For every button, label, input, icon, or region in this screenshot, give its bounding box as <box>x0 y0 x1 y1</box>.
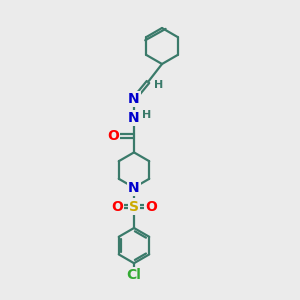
Text: O: O <box>107 129 119 143</box>
Text: S: S <box>129 200 139 214</box>
Text: Cl: Cl <box>127 268 141 282</box>
Text: O: O <box>111 200 123 214</box>
Text: O: O <box>145 200 157 214</box>
Text: N: N <box>128 111 140 125</box>
Text: N: N <box>128 92 140 106</box>
Text: H: H <box>142 110 152 120</box>
Text: N: N <box>128 181 140 195</box>
Text: H: H <box>154 80 164 90</box>
